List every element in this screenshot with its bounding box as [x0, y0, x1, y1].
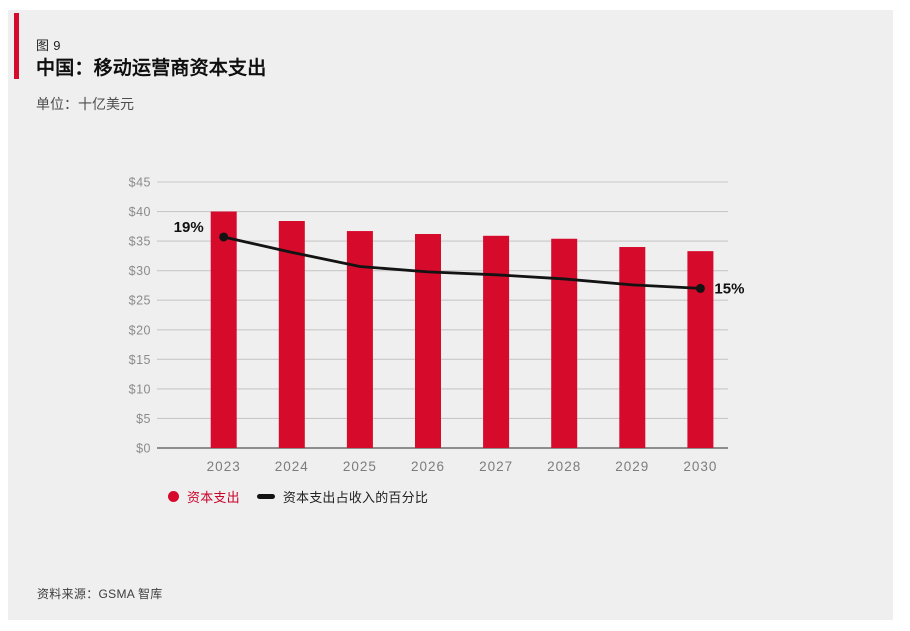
year-label-2028: 2028 — [547, 459, 581, 474]
year-label-2026: 2026 — [411, 459, 445, 474]
legend-item-ratio: 资本支出占收入的百分比 — [256, 487, 429, 506]
y-tick-label: $40 — [129, 205, 151, 219]
y-tick-label: $25 — [129, 294, 151, 308]
capex-bar-line-chart: $45 $40 $35 $30 $25 $20 $15 $10 $5 $0 2023 2024 2025… — [129, 176, 745, 475]
figure-unit-label: 单位：十亿美元 — [36, 96, 134, 112]
capex-bar-2027 — [483, 235, 510, 448]
year-label-2029: 2029 — [615, 459, 649, 474]
capex-bar-2023 — [210, 211, 237, 448]
ratio-end-dot — [695, 283, 705, 293]
ratio-dash-icon — [256, 494, 275, 499]
y-tick-label: $35 — [129, 235, 151, 249]
capex-bar-2029 — [619, 247, 646, 448]
capex-bar-2024 — [278, 221, 305, 448]
capex-circle-icon — [168, 491, 179, 502]
year-label-2030: 2030 — [683, 459, 717, 474]
chart-legend: 资本支出 资本支出占收入的百分比 — [168, 487, 428, 506]
y-tick-label: $30 — [129, 264, 151, 278]
capex-bar-2028 — [551, 238, 578, 448]
legend-label-capex: 资本支出 — [187, 490, 240, 505]
figure-title: 中国：移动运营商资本支出 — [36, 58, 267, 79]
capex-bar-2030 — [687, 251, 714, 448]
year-label-2024: 2024 — [275, 459, 309, 474]
ratio-end-label: 15% — [714, 280, 744, 297]
ratio-start-label: 19% — [174, 219, 204, 236]
y-tick-label: $10 — [129, 382, 151, 396]
source-attribution: 资料来源：GSMA 智库 — [37, 587, 163, 601]
y-tick-label: $15 — [129, 353, 151, 367]
year-label-2023: 2023 — [207, 459, 241, 474]
capex-ratio-line — [222, 235, 702, 290]
legend-item-capex: 资本支出 — [168, 487, 240, 506]
capex-bar-2026 — [415, 234, 441, 448]
y-tick-label: $0 — [136, 442, 151, 456]
year-label-2027: 2027 — [479, 459, 513, 474]
figure-panel: 图 9 中国：移动运营商资本支出 单位：十亿美元 $45 $40 $35 $30 $25… — [8, 10, 893, 620]
red-accent-bar — [14, 13, 19, 79]
y-tick-label: $5 — [136, 412, 151, 426]
y-tick-label: $45 — [129, 176, 151, 190]
year-label-2025: 2025 — [343, 459, 377, 474]
ratio-start-dot — [219, 232, 229, 242]
y-tick-label: $20 — [129, 323, 151, 337]
figure-number: 图 9 — [36, 38, 61, 53]
legend-label-ratio: 资本支出占收入的百分比 — [282, 490, 429, 505]
